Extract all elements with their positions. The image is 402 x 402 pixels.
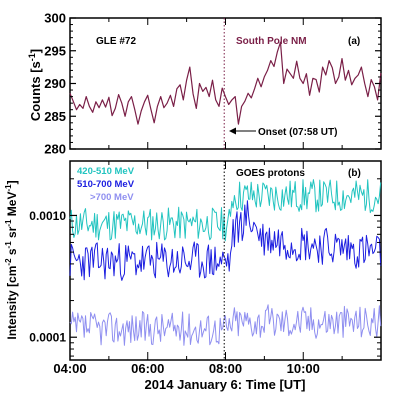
ylabel-part-4-exp: -1 [4, 184, 13, 192]
series-south-pole-nm [69, 41, 382, 125]
onset-label: Onset (07:58 UT) [258, 127, 337, 138]
panel-b-xtick-label: 04:00 [53, 361, 86, 376]
x-axis-label: 2014 January 6: Time [UT] [145, 377, 306, 392]
panel-a: 280 285 290 295 300 GLE #72 South Pole NM (a… [27, 11, 382, 157]
panel-b-title: GOES protons [236, 168, 305, 179]
legend-series-2: 510-700 MeV [77, 179, 135, 190]
panel-a-y-ticks: 280 285 290 295 300 [44, 11, 381, 157]
panel-b-ytick-label: 0.0001 [29, 331, 66, 345]
ylabel-part-2: s [5, 248, 19, 258]
panel-b-series-layer [69, 179, 382, 346]
panel-b: 0.0001 0.0010 04:00 06:00 08:00 10:00 420-51… [4, 160, 382, 392]
panel-a-ytick-label: 300 [44, 11, 66, 26]
panel-a-series-layer [69, 41, 382, 125]
ylabel-part-5: ] [5, 180, 19, 184]
onset-arrow-head [229, 127, 236, 135]
panel-a-ytick-label: 295 [44, 43, 66, 58]
panel-a-ylabel-close: ] [28, 49, 43, 53]
panel-b-ytick-label: 0.0010 [29, 209, 66, 223]
panel-a-ylabel-exp: -1 [27, 53, 37, 61]
panel-b-xtick-label: 06:00 [131, 361, 164, 376]
ylabel-part-3: sr [5, 226, 19, 241]
panel-b-ylabel: Intensity [cm-2 s-1 sr-1 MeV-1] [4, 180, 19, 339]
panel-b-x-ticks: 04:00 06:00 08:00 10:00 [53, 161, 343, 376]
legend-series-3: >700 MeV [90, 192, 134, 203]
ylabel-part-2-exp: -1 [4, 241, 13, 249]
onset-annotation: Onset (07:58 UT) [229, 127, 337, 138]
panel-a-station-label: South Pole NM [236, 36, 307, 47]
panel-a-label: (a) [348, 36, 360, 47]
panel-a-event-label: GLE #72 [96, 36, 136, 47]
ylabel-part-3-exp: -1 [4, 219, 13, 227]
panel-b-xtick-label: 10:00 [287, 361, 320, 376]
series-gt-700-mev [69, 304, 382, 346]
panel-a-ylabel: Counts [s-1] [27, 49, 43, 121]
legend-series-1: 420-510 MeV [77, 166, 135, 177]
panel-b-xtick-label: 08:00 [209, 361, 242, 376]
ylabel-part-1: Intensity [cm [5, 266, 19, 340]
panel-a-ytick-label: 290 [44, 76, 66, 91]
series-510-700-mev [69, 200, 382, 281]
panel-a-ylabel-base: Counts [s [28, 61, 43, 121]
series-420-510-mev [69, 179, 382, 242]
panel-b-y-ticks: 0.0001 0.0010 [29, 178, 381, 357]
panel-a-ytick-label: 280 [44, 142, 66, 157]
ylabel-part-4: MeV [5, 192, 19, 220]
panel-b-label: (b) [348, 168, 361, 179]
ylabel-part-1-exp: -2 [4, 258, 13, 266]
panel-a-ytick-label: 285 [44, 109, 66, 124]
